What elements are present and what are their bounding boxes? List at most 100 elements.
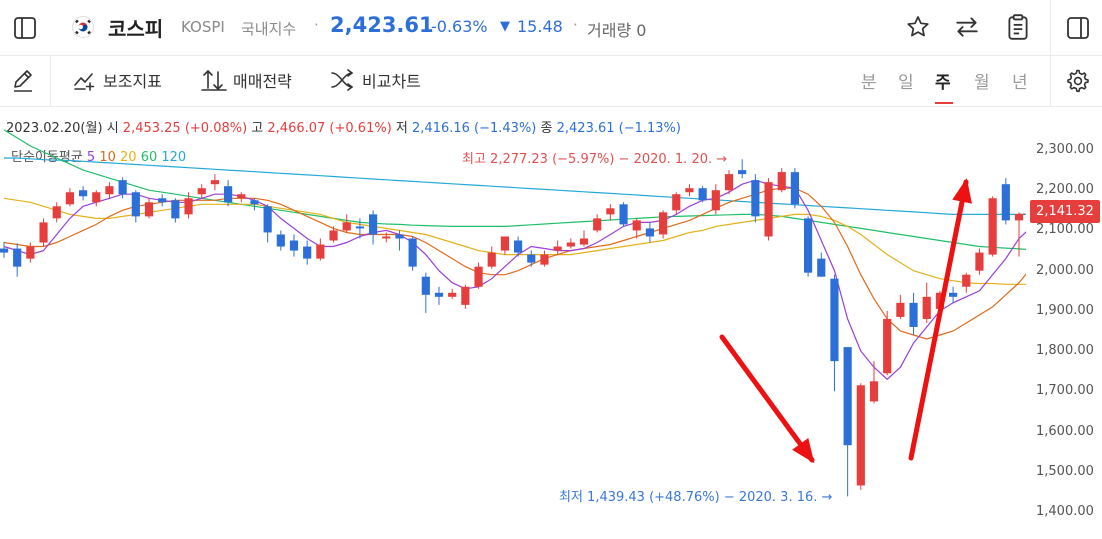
tool-indicators-label: 보조지표: [103, 72, 162, 91]
candle: [224, 180, 233, 207]
candle: [777, 168, 786, 193]
candle: [566, 238, 575, 249]
change-percent: -0.63%: [431, 17, 488, 36]
separator-dot: ·: [314, 16, 319, 34]
clipboard-icon[interactable]: [1005, 13, 1031, 41]
candle: [210, 174, 219, 191]
index-title: 코스피: [108, 17, 164, 41]
ma-legend-60: 60: [140, 150, 158, 165]
candle: [856, 383, 865, 490]
candle: [751, 174, 760, 223]
ma-line-ma5: [3, 179, 1026, 381]
candle: [883, 310, 892, 376]
candle: [26, 242, 35, 263]
candle: [830, 274, 839, 392]
candle: [105, 182, 114, 199]
candle: [1014, 212, 1024, 257]
candle: [395, 230, 404, 251]
candle: [421, 272, 430, 313]
candle: [896, 294, 905, 319]
candle: [52, 202, 61, 223]
candle: [922, 282, 931, 323]
favorite-star-icon[interactable]: [905, 14, 931, 40]
separator-dot: ·: [573, 16, 578, 34]
volume-label: 거래량 0: [587, 21, 647, 40]
gear-icon[interactable]: [1066, 69, 1090, 93]
candle: [144, 198, 154, 219]
korea-flag-icon: [72, 16, 94, 38]
candle: [711, 184, 720, 215]
indicator-icon: [74, 73, 95, 91]
candle: [289, 234, 299, 257]
candle: [672, 192, 681, 215]
header-divider: [1050, 0, 1051, 107]
compare-icon: [331, 69, 353, 91]
candle: [369, 210, 378, 245]
period-year[interactable]: 년: [1012, 73, 1028, 93]
tool-compare-label: 비교차트: [362, 72, 421, 91]
swap-arrows-icon[interactable]: [954, 14, 980, 40]
candle: [553, 240, 562, 255]
chart-toolbar: [0, 56, 1102, 107]
candle: [355, 218, 364, 239]
y-tick-label: 1,500.00: [1036, 463, 1094, 479]
last-price-tag: 2,141.32: [1030, 200, 1100, 223]
candle: [949, 286, 958, 303]
candle: [988, 196, 997, 257]
ma-legend-5: 5: [86, 150, 96, 165]
draw-pencil-icon[interactable]: [11, 68, 35, 94]
trade-strategy-icon: [201, 70, 227, 91]
candle: [645, 222, 654, 243]
tool-trade-strategy-label: 매매전략: [233, 72, 292, 91]
low-annotation: 최저 1,439.43 (+48.76%) − 2020. 3. 16. →: [559, 490, 833, 505]
ma-legend-20: 20: [120, 150, 137, 165]
ohlc-close-label: 종: [540, 121, 553, 136]
candle: [329, 226, 338, 243]
ohlc-open-label: 시: [106, 121, 119, 136]
current-price: 2,423.61: [330, 13, 434, 37]
index-symbol: KOSPI: [181, 18, 225, 36]
candle: [606, 204, 615, 221]
candle: [579, 230, 589, 247]
y-tick-label: 2,200.00: [1036, 182, 1094, 198]
candle: [0, 241, 9, 258]
up-trend-arrow: [908, 178, 972, 461]
candle: [817, 252, 826, 277]
active-period-indicator: [935, 102, 953, 104]
candle: [527, 250, 536, 267]
candle: [843, 347, 852, 497]
sidebar-toggle-icon[interactable]: [13, 16, 37, 40]
ohlc-open: 2,453.25 (+0.08%): [122, 121, 248, 136]
candle: [118, 177, 127, 199]
candle: [619, 202, 628, 227]
ma-line-ma120: [4, 157, 1026, 216]
ohlc-date: 2023.02.20(월): [6, 121, 103, 136]
tool-trade-strategy[interactable]: 매매전략: [201, 67, 292, 93]
panel-toggle-icon[interactable]: [1066, 16, 1090, 40]
period-week[interactable]: 주: [935, 73, 951, 93]
y-tick-label: 1,400.00: [1036, 504, 1094, 519]
candle: [39, 218, 48, 247]
period-day[interactable]: 일: [898, 73, 914, 93]
candlestick-chart[interactable]: [0, 108, 1026, 539]
period-month[interactable]: 월: [974, 73, 990, 93]
candle: [448, 288, 457, 299]
y-tick-label: 1,700.00: [1036, 383, 1094, 399]
ohlc-high: 2,466.07 (+0.61%): [267, 121, 392, 136]
period-minute[interactable]: 분: [861, 73, 877, 93]
candle: [500, 236, 509, 255]
candle: [764, 178, 773, 241]
high-annotation: 최고 2,277.23 (−5.97%) − 2020. 1. 20. →: [462, 152, 728, 167]
tool-indicators[interactable]: 보조지표: [73, 67, 162, 93]
candle: [909, 292, 918, 336]
ohlc-high-label: 고: [251, 121, 264, 136]
candle: [250, 198, 259, 211]
y-tick-label: 2,300.00: [1036, 142, 1094, 157]
candle: [382, 232, 391, 243]
candle: [632, 218, 641, 239]
candle: [474, 262, 483, 289]
candle: [65, 188, 74, 207]
change-amount: 15.48: [517, 17, 563, 36]
candle: [131, 190, 140, 223]
tool-compare[interactable]: 비교차트: [330, 67, 421, 93]
